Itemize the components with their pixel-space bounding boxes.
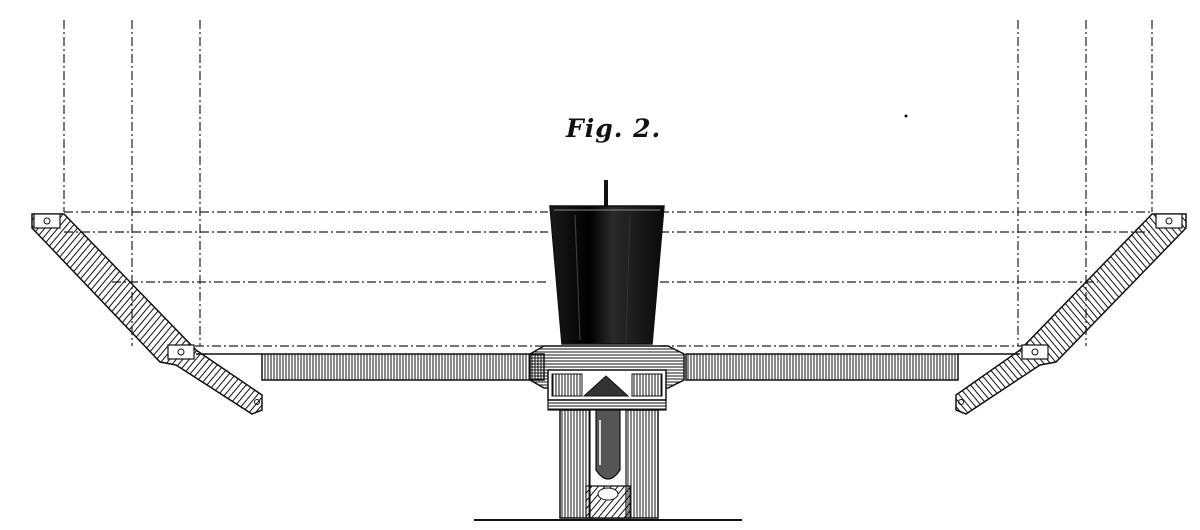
speck (904, 114, 908, 118)
pivot-socket (559, 409, 659, 519)
central-hub (529, 345, 685, 411)
right-inclined-arm (955, 213, 1187, 415)
cone-body (549, 180, 665, 345)
figure-label: Fig. 2. (566, 114, 662, 143)
left-inclined-arm (31, 213, 263, 415)
guide-lines (63, 20, 1153, 347)
horizontal-beam (196, 353, 1020, 381)
